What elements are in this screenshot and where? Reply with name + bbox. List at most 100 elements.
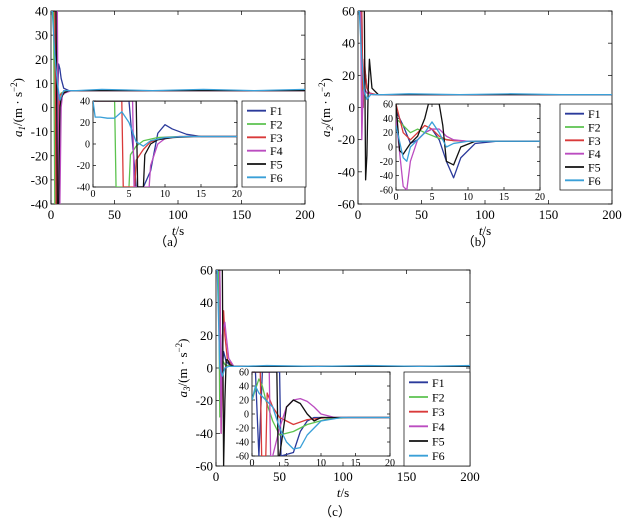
legend-box (403, 371, 471, 467)
legend-label-f5: F5 (270, 158, 283, 172)
legend-label-f3: F3 (270, 131, 283, 145)
main-c-series-f4 (216, 270, 470, 434)
main-a-xtick-label: 0 (48, 207, 55, 222)
main-c-ytick-label: 0 (207, 361, 214, 376)
inset-c-series-f5 (252, 372, 390, 456)
legend-label-f6: F6 (270, 171, 283, 185)
main-b-series-f6 (358, 11, 612, 101)
main-a-series-group (51, 11, 305, 204)
legend-label-f3: F3 (588, 134, 601, 148)
inset-c-ytick-label: -40 (236, 438, 249, 449)
x-axis-label-var: t (479, 223, 483, 238)
legend-label-f2: F2 (588, 121, 601, 135)
legend-label-f5: F5 (588, 161, 601, 175)
inset-a-ytick-label: -40 (77, 183, 90, 194)
x-axis-label-unit: /s (175, 223, 184, 238)
inset-b-ytick-label: 0 (388, 143, 393, 154)
y-axis-label-b: a2/(m · s−2) (317, 78, 335, 137)
main-b-ytick-label: -40 (338, 164, 355, 179)
main-b-xtick-label: 0 (355, 207, 362, 222)
inset-b-series-f6 (396, 121, 540, 162)
y-axis-label-unit: /(m · s (10, 92, 25, 126)
main-a-ytick-label: -40 (31, 197, 48, 212)
inset-b-xtick-label: 20 (535, 192, 545, 203)
main-b-ytick-label: 60 (342, 4, 355, 19)
legend-label-f1: F1 (588, 107, 601, 121)
caption-b: （b） (462, 234, 495, 249)
main-b-xtick-label: 200 (602, 207, 622, 222)
main-a-ytick-label: -10 (31, 124, 48, 139)
inset-c: 0 5 10 15 20 -60 -40 -20 0 20 40 60 (236, 368, 395, 470)
inset-c-xtick-label: 10 (316, 458, 326, 469)
inset-a-xtick-label: 5 (127, 189, 132, 200)
inset-c-ytick-label: 0 (244, 410, 249, 421)
main-a-xtick-label: 200 (295, 207, 315, 222)
inset-a-series-f6 (93, 101, 237, 147)
y-axis-label-sup: −2 (174, 343, 184, 353)
inset-a-xtick-label: 15 (196, 189, 206, 200)
inset-a-ytick-label: 0 (85, 140, 90, 151)
main-c-xtick-label: 50 (273, 469, 286, 484)
legend-box (241, 100, 307, 188)
main-c-ytick-label: 40 (200, 295, 213, 310)
legend-label-f3: F3 (432, 405, 445, 419)
legend-label-f6: F6 (432, 449, 445, 463)
inset-c-series-group (252, 372, 390, 456)
main-a-ytick-label: 40 (35, 4, 48, 19)
y-axis-label-var: a (175, 390, 190, 397)
main-b-series-group (358, 11, 612, 181)
legend-label-f2: F2 (270, 118, 283, 132)
inset-c-ytick-label: 20 (239, 396, 249, 407)
main-a-xtick-label: 100 (168, 207, 188, 222)
main-b-xtick-label: 50 (415, 207, 428, 222)
inset-a-xtick-label: 10 (160, 189, 170, 200)
inset-b-xtick-label: 0 (394, 192, 399, 203)
y-axis-label-unit: /(m · s (175, 352, 190, 386)
inset-b-ytick-label: -40 (380, 171, 393, 182)
main-b-series-f5 (358, 11, 612, 181)
inset-b-ytick-label: 20 (383, 128, 393, 139)
main-c-xtick-label: 100 (333, 469, 353, 484)
x-axis-label-var: t (172, 223, 176, 238)
main-b-ytick-label: -60 (338, 197, 355, 212)
y-axis-label-a: a1/(m · s−2) (9, 78, 27, 137)
inset-b-ytick-label: -60 (380, 186, 393, 197)
legend-label-f6: F6 (588, 174, 601, 188)
legend-label-f4: F4 (432, 420, 445, 434)
main-a-ytick-label: -30 (31, 172, 48, 187)
inset-c-series-f6 (252, 385, 390, 450)
main-b-xtick-label: 150 (539, 207, 559, 222)
inset-c-ytick-label: -20 (236, 424, 249, 435)
inset-c-xtick-label: 15 (351, 458, 361, 469)
inset-c-xtick-label: 5 (284, 458, 289, 469)
legend-label-f5: F5 (432, 435, 445, 449)
main-a-ytick-label: 10 (35, 76, 48, 91)
inset-c-ytick-label: 60 (239, 368, 249, 379)
main-c-xtick-label: 200 (460, 469, 480, 484)
legend-label-f2: F2 (432, 391, 445, 405)
main-c-xtick-label: 150 (397, 469, 417, 484)
inset-c-ytick-label: -60 (236, 452, 249, 463)
main-a-ytick-label: 0 (42, 100, 49, 115)
y-axis-label-sub: 1 (17, 126, 27, 131)
y-axis-label-sup: −2 (317, 82, 327, 92)
main-c-xtick-label: 0 (213, 469, 220, 484)
x-axis-label-unit: /s (340, 485, 349, 500)
main-a-ytick-label: 30 (35, 28, 48, 43)
legend-label-f1: F1 (432, 376, 445, 390)
x-axis-label-a: t/s (172, 223, 184, 238)
y-axis-label-close: ) (175, 339, 190, 343)
inset-b-frame (395, 103, 541, 191)
main-a-xtick-label: 150 (232, 207, 252, 222)
inset-a-ytick-label: -20 (77, 161, 90, 172)
main-a-series-f4 (51, 11, 305, 204)
caption-c: （c） (319, 504, 351, 519)
inset-a-ytick-label: 40 (80, 97, 90, 108)
y-axis-label-var: a (318, 130, 333, 137)
y-axis-label-unit: /(m · s (318, 92, 333, 126)
inset-a-ytick-label: 20 (80, 118, 90, 129)
x-axis-label-unit: /s (482, 223, 491, 238)
